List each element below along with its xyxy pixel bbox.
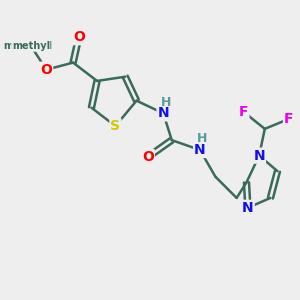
Text: S: S: [110, 119, 120, 133]
Text: H: H: [161, 96, 171, 109]
Text: F: F: [284, 112, 293, 126]
Text: methyl: methyl: [9, 41, 52, 51]
Text: methyl: methyl: [12, 41, 50, 51]
Text: H: H: [197, 132, 207, 145]
Text: N: N: [158, 106, 169, 120]
Text: O: O: [142, 150, 154, 164]
Text: N: N: [254, 148, 265, 163]
Text: N: N: [194, 143, 206, 157]
Text: O: O: [40, 63, 52, 77]
Text: O: O: [73, 30, 85, 44]
Text: N: N: [242, 201, 254, 215]
Text: F: F: [239, 105, 248, 119]
Text: methyl: methyl: [3, 41, 41, 51]
